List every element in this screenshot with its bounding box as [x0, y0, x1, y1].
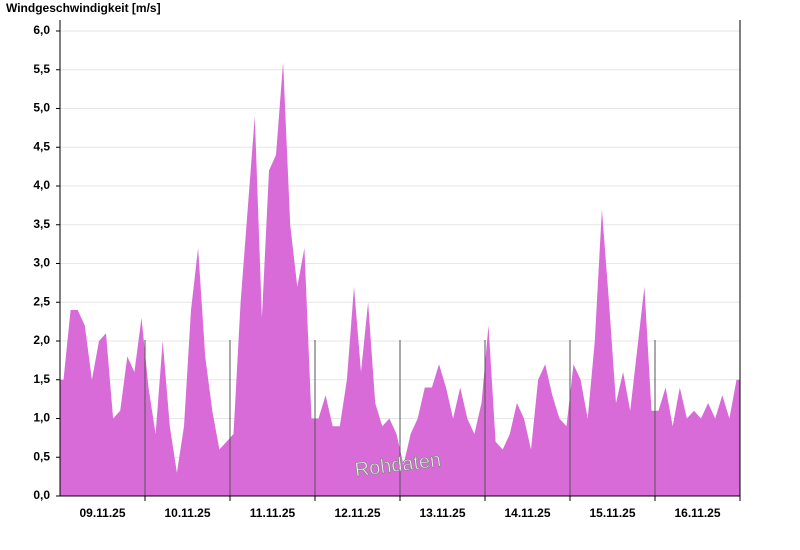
- x-tick-label: 14.11.25: [504, 506, 550, 520]
- x-tick-label: 16.11.25: [674, 506, 720, 520]
- y-tick-label: 0,5: [33, 449, 50, 463]
- y-tick-label: 0,0: [33, 488, 50, 502]
- y-tick-label: 2,0: [33, 333, 50, 347]
- x-tick-label: 13.11.25: [419, 506, 465, 520]
- y-tick-label: 6,0: [33, 23, 50, 37]
- y-tick-label: 3,5: [33, 217, 50, 231]
- y-tick-label: 5,0: [33, 101, 50, 115]
- y-tick-label: 1,5: [33, 372, 50, 386]
- x-tick-label: 10.11.25: [164, 506, 210, 520]
- y-tick-label: 5,5: [33, 62, 50, 76]
- y-tick-label: 4,5: [33, 139, 50, 153]
- area: [60, 62, 740, 496]
- x-tick-label: 12.11.25: [334, 506, 380, 520]
- y-tick-label: 1,0: [33, 411, 50, 425]
- y-tick-label: 4,0: [33, 178, 50, 192]
- chart-title: Windgeschwindigkeit [m/s]: [6, 1, 161, 15]
- x-tick-label: 15.11.25: [589, 506, 635, 520]
- y-tick-label: 3,0: [33, 256, 50, 270]
- x-tick-label: 09.11.25: [79, 506, 125, 520]
- x-tick-label: 11.11.25: [250, 506, 296, 520]
- y-tick-label: 2,5: [33, 294, 50, 308]
